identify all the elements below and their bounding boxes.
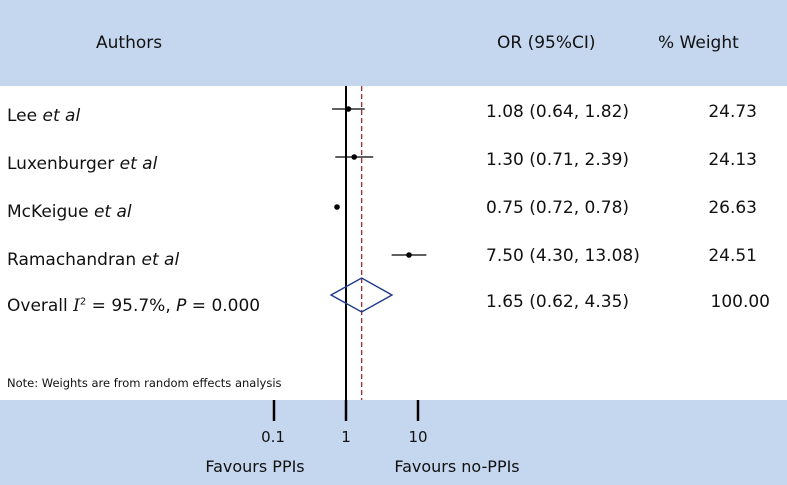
or-ci-ramachandran: 7.50 (4.30, 13.08) [486,246,640,266]
or-ci-luxenburger: 1.30 (0.71, 2.39) [486,150,630,170]
weight-luxenburger: 24.13 [708,150,757,170]
point-estimate-lee [345,106,352,112]
overall-label: Overall I2 = 95.7%, P = 0.000 [7,296,261,316]
x-tick-label-10: 10 [408,428,428,446]
or-ci-mckeigue: 0.75 (0.72, 0.78) [486,198,630,218]
or-ci-lee: 1.08 (0.64, 1.82) [486,102,630,122]
overall-diamond [329,277,394,313]
study-label-ramachandran: Ramachandran et al [7,250,180,270]
header-weight: % Weight [658,33,739,53]
axis-band [0,400,787,485]
weight-lee: 24.73 [708,102,757,122]
study-label-lee: Lee et al [7,106,81,126]
point-estimate-luxenburger [351,154,358,160]
study-label-mckeigue: McKeigue et al [7,202,132,222]
point-estimate-ramachandran [406,252,412,258]
favours-left-label: Favours PPIs [205,457,305,476]
or-ci-overall: 1.65 (0.62, 4.35) [486,292,630,312]
header-or-ci: OR (95%CI) [497,33,596,53]
x-tick-label-0.1: 0.1 [261,428,285,446]
favours-right-label: Favours no-PPIs [394,457,520,476]
study-label-luxenburger: Luxenburger et al [7,154,158,174]
footnote: Note: Weights are from random effects an… [7,376,282,390]
weight-ramachandran: 24.51 [708,246,757,266]
header-authors: Authors [96,33,163,53]
weight-mckeigue: 26.63 [708,198,757,218]
point-estimate-mckeigue [334,204,340,210]
weight-overall: 100.00 [710,292,770,312]
x-tick-label-1: 1 [341,428,351,446]
header-band [0,0,787,86]
